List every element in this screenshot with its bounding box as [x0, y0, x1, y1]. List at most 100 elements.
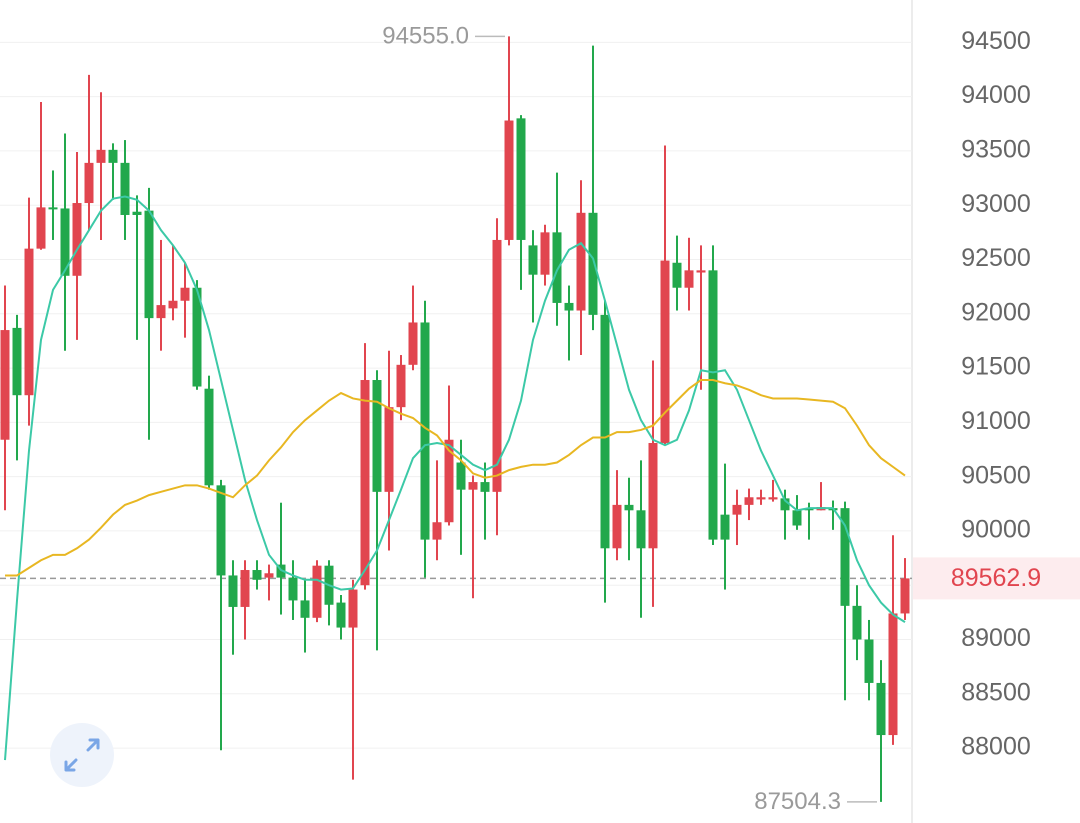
- candle: [468, 475, 478, 599]
- candle: [12, 314, 22, 461]
- candle-body: [852, 605, 862, 640]
- candle: [636, 460, 646, 618]
- candle-body: [780, 498, 790, 511]
- candle-body: [60, 208, 70, 276]
- y-tick-label: 88000: [961, 733, 1031, 761]
- candle-body: [576, 212, 586, 311]
- candle: [696, 245, 706, 390]
- candle: [456, 439, 466, 555]
- candle-body: [0, 330, 10, 440]
- candle-body: [228, 575, 238, 607]
- candle: [648, 360, 658, 607]
- candle: [756, 489, 766, 505]
- candle-body: [456, 462, 466, 490]
- last-price-label: 89562.9: [951, 564, 1041, 592]
- candle: [372, 370, 382, 651]
- candle-body: [624, 504, 634, 511]
- candle-body: [144, 210, 154, 319]
- candle: [0, 285, 10, 511]
- candle-body: [288, 577, 298, 601]
- y-tick-label: 91500: [961, 353, 1031, 381]
- candle: [480, 462, 490, 540]
- y-tick-label: 93500: [961, 136, 1031, 164]
- candle: [504, 36, 514, 246]
- candle-body: [528, 245, 538, 275]
- candle: [408, 285, 418, 371]
- high-label: 94555.0: [382, 23, 469, 50]
- candle: [516, 115, 526, 290]
- candle: [84, 74, 94, 231]
- candle-body: [900, 578, 910, 614]
- y-tick-label: 91000: [961, 407, 1031, 435]
- candle: [900, 558, 910, 620]
- candle-body: [156, 305, 166, 319]
- candle: [24, 197, 34, 426]
- expand-icon[interactable]: [64, 738, 100, 772]
- candle-body: [444, 439, 454, 523]
- candle-body: [132, 211, 142, 215]
- candle: [384, 350, 394, 551]
- candle: [264, 564, 274, 601]
- candle: [564, 285, 574, 361]
- candle-body: [24, 248, 34, 396]
- candle: [432, 460, 442, 561]
- candle: [96, 92, 106, 240]
- candle: [720, 463, 730, 590]
- candle-body: [192, 287, 202, 387]
- candle: [672, 235, 682, 311]
- candle: [540, 224, 550, 286]
- candle-body: [516, 118, 526, 240]
- y-tick-label: 92000: [961, 298, 1031, 326]
- expand-button-bg[interactable]: [50, 723, 114, 787]
- candle: [876, 660, 886, 802]
- candle-body: [336, 602, 346, 628]
- candle-body: [708, 270, 718, 540]
- candle: [144, 187, 154, 440]
- candle: [276, 502, 286, 615]
- candle: [72, 152, 82, 340]
- candle-body: [672, 262, 682, 288]
- expand-button[interactable]: [50, 723, 114, 787]
- candle: [36, 102, 46, 250]
- candle: [768, 479, 778, 502]
- candle-body: [792, 510, 802, 526]
- candle: [192, 280, 202, 390]
- candle: [780, 489, 790, 540]
- candle: [48, 170, 58, 240]
- candle: [312, 560, 322, 623]
- candle-body: [552, 232, 562, 303]
- grid: [0, 41, 912, 749]
- candle: [288, 560, 298, 620]
- candle: [228, 560, 238, 655]
- candle: [492, 218, 502, 536]
- candle-body: [684, 270, 694, 288]
- y-tick-label: 93000: [961, 190, 1031, 218]
- candle-body: [648, 442, 658, 549]
- candle-body: [588, 212, 598, 315]
- candle-body: [300, 600, 310, 618]
- candle: [612, 470, 622, 561]
- candle: [576, 180, 586, 356]
- candle-body: [612, 504, 622, 549]
- candle: [180, 262, 190, 338]
- candle-body: [120, 162, 130, 215]
- candle-body: [756, 497, 766, 500]
- candle-body: [348, 589, 358, 628]
- candle-body: [480, 482, 490, 492]
- candle: [60, 133, 70, 351]
- candle: [444, 385, 454, 526]
- candle-body: [396, 364, 406, 408]
- low-label: 87504.3: [754, 788, 841, 815]
- candle-body: [96, 149, 106, 163]
- candle: [888, 535, 898, 745]
- candle-body: [504, 120, 514, 240]
- candle: [252, 560, 262, 590]
- y-tick-label: 88500: [961, 678, 1031, 706]
- candle: [708, 245, 718, 546]
- candle-body: [864, 639, 874, 683]
- candle: [864, 619, 874, 701]
- candle: [324, 560, 334, 626]
- moving-average-line: [4, 195, 906, 761]
- candle-body: [696, 270, 706, 273]
- candle-body: [216, 485, 226, 576]
